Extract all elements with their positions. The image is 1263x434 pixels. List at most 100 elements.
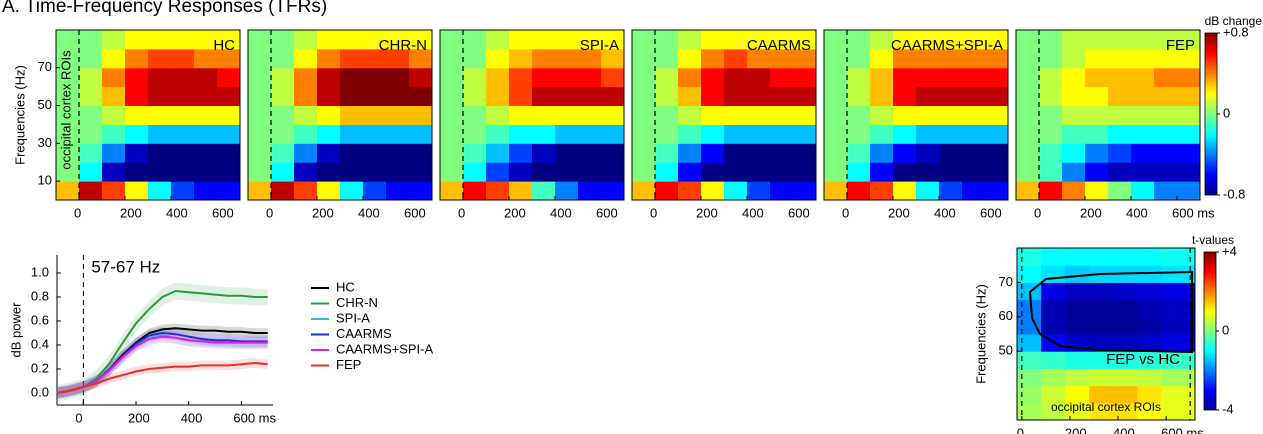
heatmap-cell — [916, 67, 940, 88]
heatmap-cell — [724, 124, 748, 144]
heatmap-cell — [294, 105, 318, 125]
heatmap-cell — [1017, 334, 1042, 352]
heatmap-cell — [747, 105, 771, 125]
heatmap-cell — [1017, 385, 1042, 404]
heatmap-cell — [409, 105, 433, 125]
heatmap-cell — [1113, 316, 1138, 335]
heatmap-cell — [1041, 402, 1066, 421]
heatmap-cell — [747, 67, 771, 88]
heatmap-cell — [1161, 265, 1196, 283]
heatmap-cell — [125, 86, 149, 107]
heatmap-cell — [770, 30, 794, 50]
heatmap-cell — [1041, 385, 1066, 404]
x-tick-label: 600 — [596, 205, 618, 220]
x-tick-label: 0 — [458, 205, 465, 220]
heatmap-cell — [340, 143, 364, 163]
heatmap-cell — [440, 105, 464, 125]
heatmap-cell — [793, 181, 817, 201]
heatmap-cell — [56, 48, 80, 69]
heatmap-cell — [847, 67, 871, 88]
heatmap-cell — [747, 48, 771, 69]
heatmap-cell — [747, 143, 771, 163]
heatmap-cell — [271, 48, 295, 69]
heatmap-cell — [340, 30, 364, 50]
heatmap-cell — [532, 143, 556, 163]
heatmap-cell — [678, 86, 702, 107]
x-tick-label: 0 — [842, 205, 849, 220]
heatmap-cell — [56, 105, 80, 125]
heatmap-cell — [724, 48, 748, 69]
heatmap-cell — [1137, 316, 1162, 335]
heatmap-cell — [701, 30, 725, 50]
heatmap-cell — [1108, 86, 1132, 107]
colorbar-tick-label: -0.8 — [1223, 186, 1245, 201]
heatmap-cell — [1154, 48, 1178, 69]
x-tick-label: 600 ms — [1161, 425, 1204, 434]
heatmap-cell — [1161, 248, 1196, 266]
heatmap-cell — [1062, 143, 1086, 163]
heatmap-cell — [56, 67, 80, 88]
heatmap-cell — [1113, 299, 1138, 318]
heatmap-cell — [440, 124, 464, 144]
heatmap-cell — [1016, 124, 1040, 144]
heatmap-cell — [939, 105, 963, 125]
heatmap-cell — [1137, 299, 1162, 318]
y-tick-label: 10 — [38, 173, 52, 188]
heatmap-cell — [1065, 402, 1090, 421]
heatmap-cell — [148, 181, 172, 201]
heatmap-cell — [125, 181, 149, 201]
heatmap-cell — [102, 181, 126, 201]
x-tick-label: 600 — [788, 205, 810, 220]
heatmap-cell — [1089, 368, 1114, 387]
series-line — [56, 335, 268, 394]
heatmap-cell — [440, 30, 464, 50]
heatmap-cell — [1039, 30, 1063, 50]
heatmap-cell — [194, 162, 218, 182]
legend-label: CAARMS — [336, 326, 392, 341]
heatmap-cell — [701, 86, 725, 107]
heatmap-cell — [317, 30, 341, 50]
heatmap-cell — [1062, 162, 1086, 182]
heatmap-cell — [217, 48, 241, 69]
heatmap-cell — [678, 181, 702, 201]
heatmap-cell — [509, 48, 533, 69]
frame — [631, 29, 817, 201]
heatmap-cell — [1137, 265, 1162, 283]
heatmap-cell — [1154, 105, 1178, 125]
heatmap-cell — [1161, 316, 1196, 335]
colorbar — [1204, 32, 1218, 196]
heatmap-cell — [824, 181, 848, 201]
heatmap-cell — [1085, 105, 1109, 125]
heatmap-cell — [601, 86, 625, 107]
heatmap-cell — [1131, 143, 1155, 163]
heatmap-cell — [1108, 162, 1132, 182]
heatmap-cell — [409, 30, 433, 50]
heatmap-cell — [171, 162, 195, 182]
y-tick-label: 50 — [38, 97, 52, 112]
heatmap-cell — [1177, 181, 1201, 201]
heatmap-cell — [555, 67, 579, 88]
heatmap-cell — [217, 162, 241, 182]
heatmap-cell — [486, 162, 510, 182]
heatmap-cell — [747, 86, 771, 107]
heatmap-cell — [1113, 351, 1138, 369]
heatmap-cell — [578, 30, 602, 50]
heatmap-cell — [1041, 351, 1066, 369]
heatmap-cell — [1161, 402, 1196, 421]
x-tick-label: 600 — [212, 205, 234, 220]
heatmap-cell — [79, 67, 103, 88]
heatmap-cell — [79, 48, 103, 69]
heatmap-cell — [847, 105, 871, 125]
heatmap-cell — [148, 143, 172, 163]
heatmap-cell — [655, 48, 679, 69]
heatmap-cell — [893, 181, 917, 201]
heatmap-cell — [294, 30, 318, 50]
heatmap-cell — [1108, 30, 1132, 50]
heatmap-cell — [870, 181, 894, 201]
heatmap-cell — [363, 143, 387, 163]
heatmap-cell — [1065, 248, 1090, 266]
y-tick-label: 0.2 — [31, 360, 49, 375]
heatmap-cell — [1177, 86, 1201, 107]
heatmap-cell — [1016, 181, 1040, 201]
heatmap-cell — [102, 67, 126, 88]
